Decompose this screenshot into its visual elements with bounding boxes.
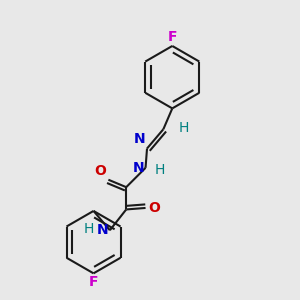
Text: H: H [154, 163, 165, 177]
Text: F: F [167, 30, 177, 44]
Text: N: N [97, 223, 108, 237]
Text: O: O [148, 201, 160, 215]
Text: H: H [83, 222, 94, 236]
Text: F: F [89, 275, 98, 289]
Text: H: H [178, 121, 189, 135]
Text: N: N [134, 131, 146, 146]
Text: O: O [94, 164, 106, 178]
Text: N: N [132, 161, 144, 175]
